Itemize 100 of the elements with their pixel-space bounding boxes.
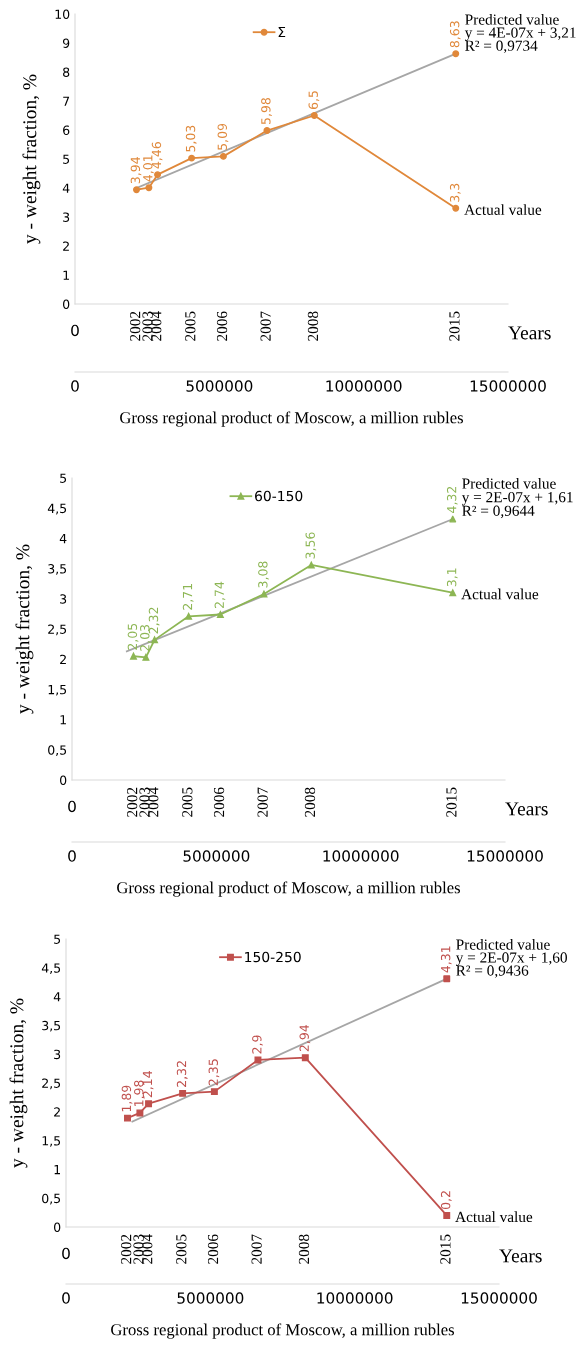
- point: [151, 636, 159, 644]
- text: 2007: [257, 787, 268, 817]
- data-label: 3,08: [258, 561, 269, 588]
- text: 2005: [182, 787, 193, 817]
- y-tick-label: 0: [60, 775, 67, 785]
- text: 2015: [449, 311, 460, 341]
- data-label: 0,2: [440, 1191, 452, 1210]
- y-tick-label: 8: [63, 67, 70, 77]
- text: 2008: [298, 1234, 310, 1264]
- point: [449, 515, 457, 523]
- data-label: 3,56: [305, 532, 317, 559]
- data-label: 3,94: [130, 157, 142, 184]
- point: [133, 186, 140, 194]
- data-label: 1,89: [121, 1085, 133, 1112]
- data-label: 2,32: [176, 1061, 188, 1087]
- y-tick-label: 3: [54, 1049, 61, 1060]
- text: 2015: [440, 1234, 451, 1264]
- point: [145, 1100, 153, 1108]
- point: [452, 50, 460, 58]
- annotation: Actual value: [461, 588, 539, 600]
- annotation: Predicted value: [465, 14, 559, 25]
- text: Years: [499, 1249, 542, 1263]
- y-tick-label: 0: [54, 1222, 61, 1232]
- point: [301, 1054, 309, 1062]
- y-tick-label: 1: [60, 715, 66, 725]
- annotation: y = 2E-07x + 1,60: [455, 952, 567, 966]
- y-tick-label: 7: [63, 96, 70, 106]
- legend-label: 60-150: [255, 490, 303, 502]
- y-tick-label: 4,5: [47, 503, 67, 515]
- text: 2003: [133, 1234, 144, 1264]
- data-label: 2,94: [299, 1024, 311, 1052]
- point: [443, 975, 451, 983]
- text: 2006: [207, 1234, 219, 1264]
- point: [142, 653, 150, 661]
- data-label: 6,5: [308, 91, 320, 110]
- data-label: 4,31: [440, 946, 452, 973]
- point: [210, 1088, 218, 1096]
- y-tick-label: 3,5: [48, 564, 67, 575]
- y-tick-label: 9: [62, 38, 70, 48]
- y-tick-label: 5: [60, 473, 67, 483]
- text: 2003: [139, 787, 150, 817]
- y-tick-label: 4: [53, 992, 61, 1002]
- x-tick-label: 15000000: [467, 850, 543, 862]
- point: [179, 1089, 187, 1097]
- annotation: Predicted value: [456, 939, 550, 950]
- data-label: 5,98: [261, 98, 272, 125]
- x-tick-label: 10000000: [326, 380, 402, 392]
- point: [185, 612, 193, 620]
- y-axis-title: y - weight fraction, %: [9, 998, 28, 1168]
- point: [449, 589, 457, 597]
- y-tick-label: 10: [55, 9, 70, 19]
- y-tick-label: 1,5: [48, 685, 67, 696]
- y-tick-label: 6: [63, 125, 70, 135]
- y-tick-label: 2: [60, 654, 66, 664]
- point: [443, 1212, 451, 1219]
- x-tick-label: 5000000: [177, 1292, 244, 1304]
- data-label: 4,32: [446, 486, 458, 513]
- y-axis-title: y - weight fraction, %: [22, 74, 41, 244]
- y-tick-label: 3: [60, 594, 67, 604]
- y-tick-label: 4: [62, 183, 70, 193]
- x-tick-label: 5000000: [183, 850, 250, 862]
- text: 2008: [307, 311, 319, 341]
- x-axis-title: Gross regional product of Moscow, a million rubles: [120, 411, 464, 427]
- x-tick-label: 10000000: [317, 1292, 393, 1304]
- point: [263, 127, 271, 135]
- y-tick-label: 4: [59, 534, 67, 544]
- x-axis-title: Gross regional product of Moscow, a million rubles: [117, 881, 461, 897]
- text: 2008: [304, 787, 316, 817]
- x-tick-label: 15000000: [470, 380, 546, 392]
- point: [254, 1056, 262, 1064]
- annotation: Predicted value: [462, 478, 556, 489]
- annotation: R² = 0,9644: [462, 505, 535, 519]
- text: 2002: [130, 311, 141, 341]
- text: 2003: [142, 311, 153, 341]
- text: 2004: [151, 311, 162, 341]
- annotation: y = 4E-07x + 3,21: [464, 27, 576, 41]
- y-tick-label: 5: [54, 934, 61, 944]
- data-label: 2,05: [127, 623, 139, 650]
- text: 2007: [251, 1234, 262, 1264]
- y-tick-label: 2,5: [42, 1078, 61, 1090]
- data-label: 2,71: [182, 584, 194, 610]
- text: 2004: [142, 1234, 153, 1264]
- x-tick-label: 15000000: [461, 1292, 537, 1304]
- y-tick-label: 2,5: [48, 624, 67, 636]
- point: [188, 154, 196, 162]
- y-tick-label: 0,5: [42, 1193, 61, 1205]
- point: [124, 1114, 131, 1122]
- text: 2002: [121, 1234, 132, 1264]
- data-label: 5,03: [185, 125, 197, 152]
- y-tick-label: 2: [54, 1107, 60, 1117]
- y-tick-label: 3,5: [42, 1020, 61, 1032]
- text: 2005: [185, 311, 196, 341]
- text: 2005: [176, 1234, 187, 1264]
- text: Years: [505, 802, 548, 816]
- x-tick-label: 0: [71, 380, 79, 392]
- text: 2006: [216, 311, 228, 341]
- point: [452, 204, 460, 212]
- data-label: 5,09: [217, 123, 229, 150]
- point: [136, 1109, 144, 1117]
- y-tick-label: 0: [63, 299, 70, 309]
